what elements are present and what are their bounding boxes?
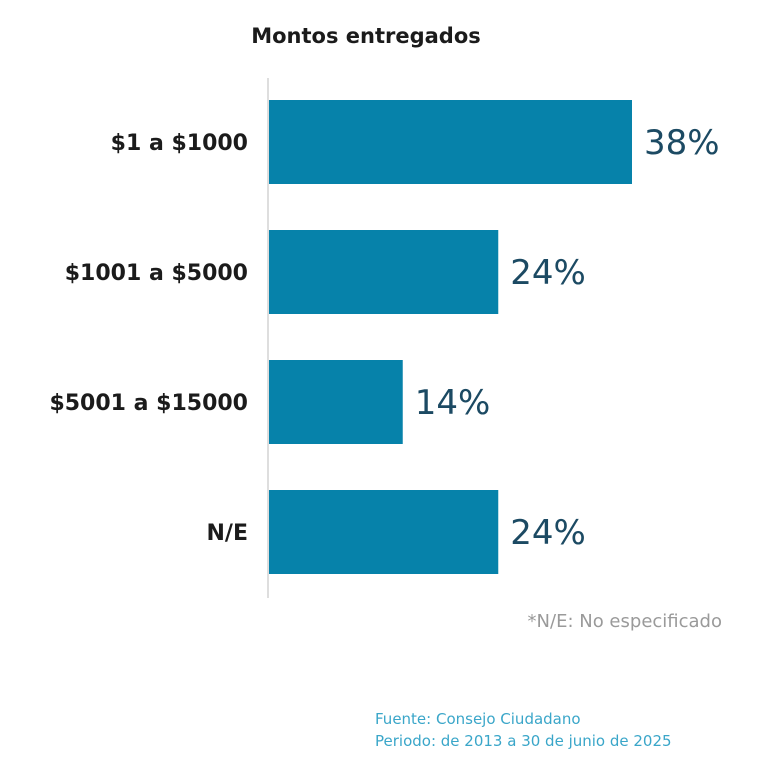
value-label-2: 24% — [510, 253, 586, 293]
bar-3 — [269, 360, 403, 444]
source-line: Fuente: Consejo Ciudadano — [375, 710, 581, 728]
chart-title: Montos entregados — [251, 24, 481, 48]
value-label-3: 14% — [415, 383, 491, 423]
category-label-1: $1 a $1000 — [111, 131, 248, 156]
category-label-2: $1001 a $5000 — [65, 261, 248, 286]
value-label-4: 24% — [510, 513, 586, 553]
value-label-1: 38% — [644, 123, 720, 163]
bar-4 — [269, 490, 499, 574]
bars-layer: $1 a $1000 38% $1001 a $5000 24% $5001 a $15… — [49, 100, 720, 574]
category-label-3: $5001 a $15000 — [49, 391, 248, 416]
period-line: Periodo: de 2013 a 30 de junio de 2025 — [375, 732, 672, 750]
category-label-4: N/E — [207, 521, 248, 546]
bar-2 — [269, 230, 499, 314]
bar-1 — [269, 100, 632, 184]
footnote: *N/E: No especificado — [528, 611, 722, 632]
